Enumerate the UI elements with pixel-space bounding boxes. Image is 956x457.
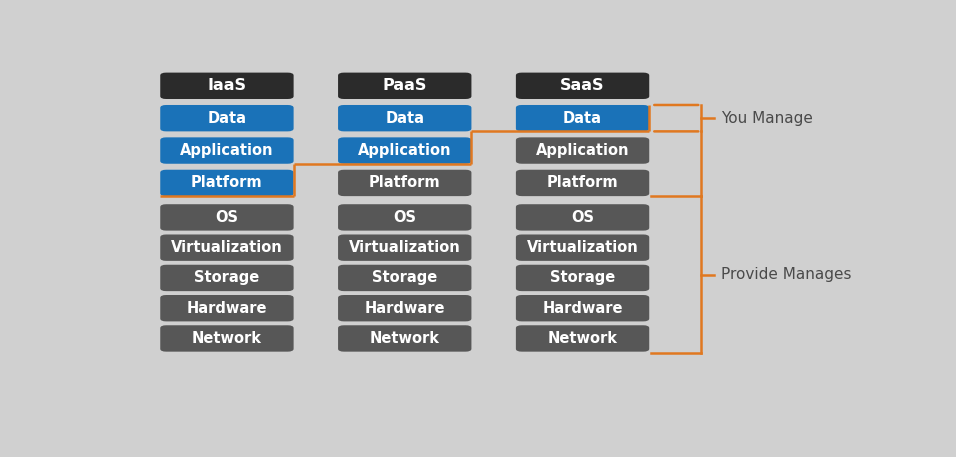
FancyBboxPatch shape [161, 105, 293, 131]
FancyBboxPatch shape [338, 204, 471, 231]
FancyBboxPatch shape [161, 138, 293, 164]
FancyBboxPatch shape [338, 265, 471, 291]
FancyBboxPatch shape [338, 73, 471, 99]
Text: Application: Application [535, 143, 629, 158]
FancyBboxPatch shape [338, 138, 471, 164]
FancyBboxPatch shape [338, 170, 471, 196]
Text: Network: Network [370, 331, 440, 346]
Text: Hardware: Hardware [186, 301, 267, 316]
FancyBboxPatch shape [516, 265, 649, 291]
FancyBboxPatch shape [338, 105, 471, 131]
Text: You Manage: You Manage [721, 111, 813, 126]
Text: OS: OS [393, 210, 416, 225]
Text: OS: OS [571, 210, 594, 225]
Text: Hardware: Hardware [364, 301, 445, 316]
Text: Storage: Storage [550, 271, 616, 286]
Text: Data: Data [563, 111, 602, 126]
Text: Hardware: Hardware [542, 301, 622, 316]
FancyBboxPatch shape [516, 325, 649, 351]
Text: Application: Application [180, 143, 273, 158]
FancyBboxPatch shape [338, 325, 471, 351]
Text: Virtualization: Virtualization [349, 240, 461, 255]
FancyBboxPatch shape [161, 204, 293, 231]
FancyBboxPatch shape [516, 105, 649, 131]
Text: Platform: Platform [547, 175, 619, 191]
Text: Network: Network [548, 331, 618, 346]
Text: Virtualization: Virtualization [527, 240, 639, 255]
FancyBboxPatch shape [161, 170, 293, 196]
FancyBboxPatch shape [161, 73, 293, 99]
Text: SaaS: SaaS [560, 78, 605, 93]
FancyBboxPatch shape [161, 234, 293, 261]
Text: Storage: Storage [372, 271, 438, 286]
Text: PaaS: PaaS [382, 78, 427, 93]
Text: Data: Data [207, 111, 247, 126]
FancyBboxPatch shape [516, 204, 649, 231]
Text: Application: Application [358, 143, 451, 158]
Text: Network: Network [192, 331, 262, 346]
Text: Platform: Platform [191, 175, 263, 191]
FancyBboxPatch shape [516, 138, 649, 164]
FancyBboxPatch shape [516, 170, 649, 196]
Text: Provide Manages: Provide Manages [721, 267, 852, 282]
Text: OS: OS [215, 210, 238, 225]
Text: Storage: Storage [194, 271, 260, 286]
FancyBboxPatch shape [161, 295, 293, 321]
FancyBboxPatch shape [516, 234, 649, 261]
FancyBboxPatch shape [338, 234, 471, 261]
FancyBboxPatch shape [338, 295, 471, 321]
FancyBboxPatch shape [516, 73, 649, 99]
FancyBboxPatch shape [161, 265, 293, 291]
Text: Platform: Platform [369, 175, 441, 191]
Text: Virtualization: Virtualization [171, 240, 283, 255]
Text: IaaS: IaaS [207, 78, 247, 93]
FancyBboxPatch shape [516, 295, 649, 321]
FancyBboxPatch shape [161, 325, 293, 351]
Text: Data: Data [385, 111, 424, 126]
